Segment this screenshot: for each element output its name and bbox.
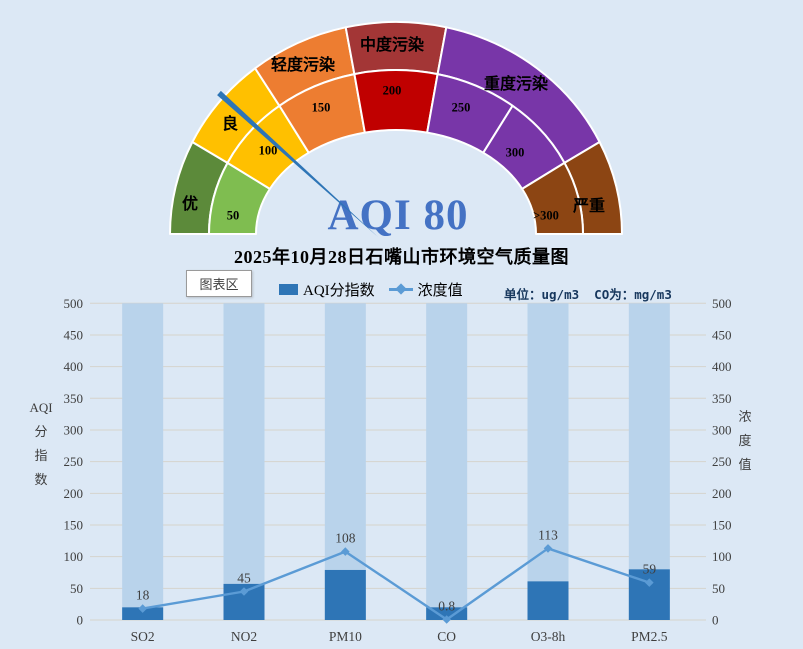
legend-aqi-label[interactable]: AQI分指数	[303, 282, 375, 299]
x-axis-label-O3-8h: O3-8h	[531, 629, 566, 644]
data-label: 45	[237, 570, 251, 585]
data-label: 18	[136, 588, 150, 603]
background-bar-O3-8h	[527, 303, 569, 620]
left-tick-label: 100	[64, 549, 84, 564]
left-axis-title: AQI 分 指 数	[29, 400, 53, 487]
marker-PM10[interactable]	[341, 547, 350, 556]
x-axis-label-CO: CO	[437, 629, 456, 644]
left-tick-label: 150	[64, 517, 84, 532]
background-bar-PM10	[324, 303, 366, 620]
x-axis-label-SO2: SO2	[131, 629, 155, 644]
gauge-scale-label: 100	[259, 144, 278, 158]
x-axis-label-PM10: PM10	[329, 629, 362, 644]
data-label: 108	[335, 531, 356, 546]
gauge-band-label: 良	[222, 114, 238, 133]
left-tick-label: 350	[64, 391, 84, 406]
gauge-band-label: 重度污染	[484, 74, 549, 93]
gauge-inner-segment-6[interactable]	[521, 161, 584, 235]
marker-O3-8h[interactable]	[543, 544, 553, 553]
gauge-scale-label: 250	[452, 101, 471, 115]
marker-CO[interactable]	[442, 615, 451, 624]
chart-legend: AQI分指数 浓度值	[279, 280, 463, 299]
units-note: 单位：ug/m3 CO为：mg/m3	[504, 287, 672, 302]
right-tick-label: 250	[712, 454, 732, 469]
gauge-band-label: 中度污染	[360, 35, 425, 54]
chart-area-tooltip: 图表区	[186, 270, 252, 297]
right-tick-label: 200	[712, 486, 732, 501]
left-tick-label: 400	[64, 359, 84, 374]
gauge-inner-segment-3[interactable]	[353, 69, 439, 134]
left-tick-label: 450	[64, 327, 84, 342]
background-bar-PM2.5	[628, 303, 670, 620]
right-tick-label: 400	[712, 359, 732, 374]
left-tick-label: 250	[64, 454, 84, 469]
gauge-band-label: 优	[182, 194, 198, 213]
right-tick-label: 500	[712, 296, 732, 311]
left-tick-label: 500	[64, 296, 84, 311]
data-label: 0.8	[438, 598, 455, 613]
background-bar-SO2	[122, 303, 164, 620]
concentration-series-swatch[interactable]	[388, 282, 413, 295]
bar-SO2[interactable]	[122, 607, 164, 620]
left-tick-label: 200	[64, 486, 84, 501]
marker-PM2.5[interactable]	[645, 578, 654, 587]
x-axis-label-NO2: NO2	[231, 629, 257, 644]
gauge-needle	[217, 90, 378, 238]
marker-SO2[interactable]	[138, 604, 147, 613]
background-bar-NO2	[223, 303, 265, 620]
left-tick-label: 0	[77, 613, 84, 628]
chart-area-tooltip-label: 图表区	[199, 277, 239, 292]
background-bar-CO	[426, 303, 468, 620]
right-tick-label: 150	[712, 517, 732, 532]
diamond-marker-icon	[395, 282, 407, 295]
legend-concentration-label[interactable]: 浓度值	[417, 282, 463, 299]
gauge-scale-label: 50	[227, 209, 240, 223]
data-label: 113	[538, 527, 558, 542]
right-tick-label: 50	[712, 581, 725, 596]
data-label: 59	[643, 562, 657, 577]
bar-CO[interactable]	[426, 607, 468, 620]
marker-NO2[interactable]	[239, 587, 249, 596]
page-title: 2025年10月28日石嘴山市环境空气质量图	[234, 247, 569, 267]
gauge-scale-label: 300	[506, 146, 525, 160]
x-axis-label-PM2.5: PM2.5	[631, 629, 668, 644]
left-tick-label: 300	[64, 422, 84, 437]
aqi-series-swatch[interactable]	[279, 283, 298, 295]
gauge-scale-label: 200	[383, 84, 402, 98]
gauge-scale-label: >300	[533, 209, 559, 223]
gauge-value-text: AQI 80	[328, 192, 469, 239]
right-tick-label: 350	[712, 391, 732, 406]
combo-chart: 0 0 50 50 100 100 150 150 200 200 250 250 300 300 350 3…	[64, 296, 732, 644]
right-tick-label: 450	[712, 327, 732, 342]
gauge-scale-label: 150	[312, 101, 331, 115]
bar-PM10[interactable]	[324, 569, 366, 620]
gauge-band-label: 严重	[572, 196, 605, 215]
right-tick-label: 300	[712, 422, 732, 437]
bar-O3-8h[interactable]	[527, 581, 569, 620]
gauge-band-label: 轻度污染	[271, 55, 336, 74]
left-tick-label: 50	[70, 581, 83, 596]
right-tick-label: 100	[712, 549, 732, 564]
right-axis-title: 浓 度 值	[738, 409, 752, 472]
right-tick-label: 0	[712, 613, 719, 628]
concentration-line[interactable]	[142, 547, 650, 621]
